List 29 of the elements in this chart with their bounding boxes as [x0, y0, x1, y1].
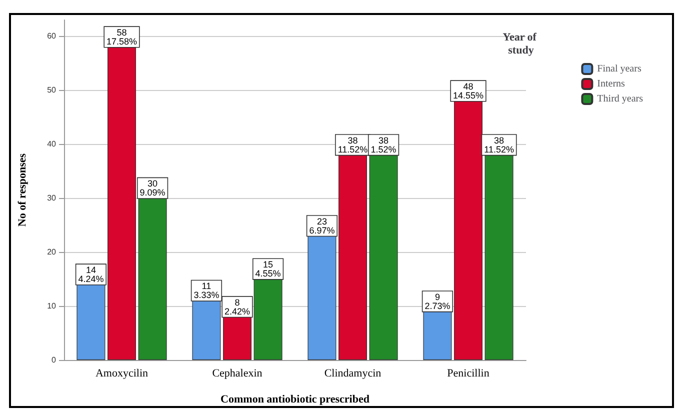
- y-tick-label: 0: [52, 356, 57, 364]
- data-label: 9 2.73%: [424, 292, 450, 311]
- data-label: 30 9.09%: [140, 178, 166, 198]
- legend-title: Year of study: [502, 32, 540, 56]
- x-tick-label: Penicillin: [447, 368, 490, 380]
- data-label: 48 14.55%: [452, 81, 484, 100]
- data-label: 58 17.58%: [106, 27, 138, 46]
- x-tick-label: Clindamycin: [324, 368, 382, 380]
- y-axis-title: No of responses: [16, 152, 28, 227]
- data-label: 38 11.52%: [338, 135, 368, 154]
- legend-label: Final years: [597, 64, 642, 74]
- data-label: 15 4.55%: [255, 260, 281, 279]
- legend-label: Interns: [597, 78, 626, 90]
- data-label: 14 4.24%: [78, 264, 104, 284]
- x-tick-label: Cephalexin: [212, 368, 263, 380]
- legend-label: Third years: [597, 94, 644, 104]
- y-tick-label: 20: [47, 248, 57, 257]
- y-tick-label: 10: [47, 302, 57, 311]
- data-label: 23 6.97%: [309, 216, 335, 236]
- data-label: 11 3.33%: [194, 281, 220, 300]
- data-label: 8 2.42%: [224, 297, 250, 316]
- y-tick-label: 60: [47, 32, 57, 41]
- x-tick-label: Amoxycilin: [95, 368, 149, 380]
- data-label: 38 1.52%: [370, 135, 396, 154]
- y-tick-label: 30: [47, 194, 57, 203]
- y-tick-label: 40: [47, 140, 57, 149]
- x-axis-title: Common antiobiotic prescribed: [220, 394, 370, 406]
- data-label: 38 11.52%: [484, 135, 514, 154]
- y-tick-label: 50: [47, 86, 57, 95]
